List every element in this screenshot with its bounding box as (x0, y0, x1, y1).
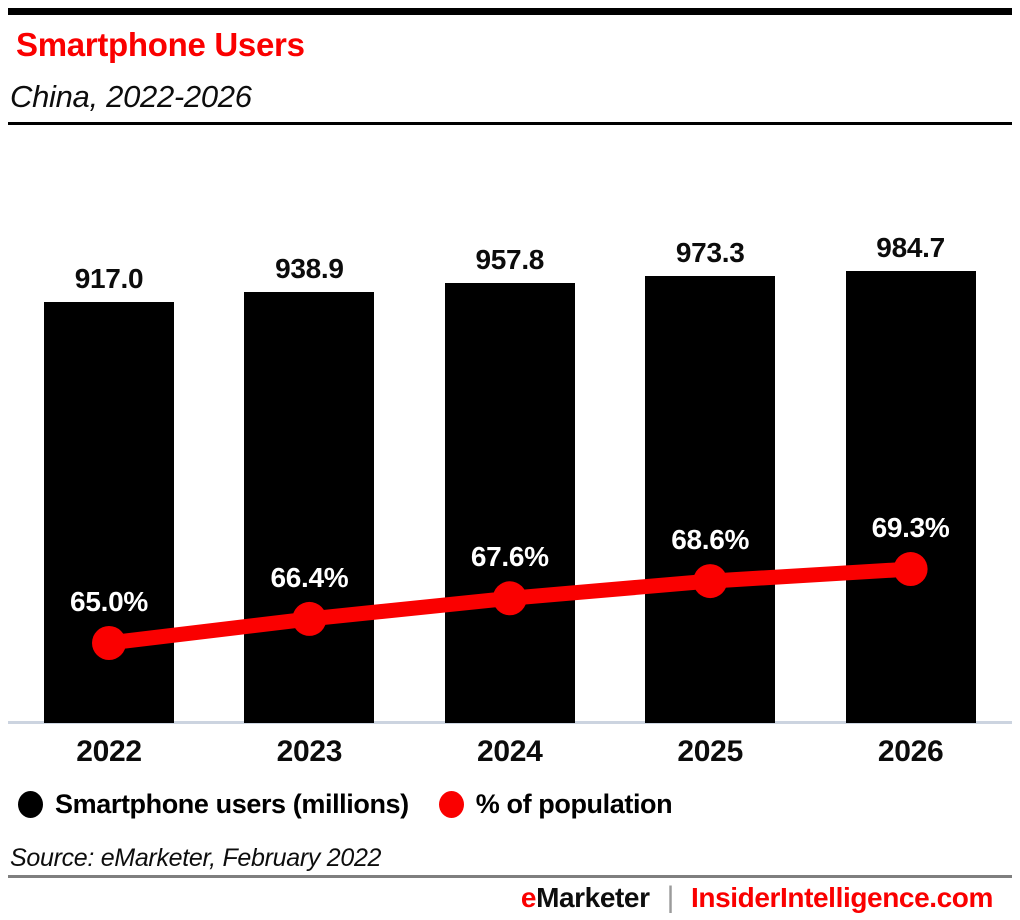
header-divider (8, 122, 1012, 125)
bar-2025 (645, 276, 776, 723)
bar-2024 (444, 283, 575, 723)
chart-subtitle: China, 2022-2026 (10, 79, 252, 114)
percent-label-2026: 69.3% (871, 512, 950, 544)
legend-item-smartphone-users: Smartphone users (millions) (18, 789, 409, 820)
bar-2026 (845, 271, 976, 723)
insider-intelligence-link[interactable]: InsiderIntelligence.com (691, 882, 993, 913)
percent-label-2025: 68.6% (671, 524, 750, 556)
bar-value-label-2023: 938.9 (275, 253, 344, 284)
bar-value-label-2026: 984.7 (876, 232, 945, 263)
x-axis-label-2026: 2026 (877, 735, 944, 768)
bar-2022 (44, 302, 174, 723)
percent-label-2023: 66.4% (270, 561, 349, 593)
x-axis-label-2023: 2023 (276, 735, 343, 768)
bar-value-label-2022: 917.0 (74, 263, 144, 294)
footer-separator: | (666, 881, 675, 914)
percent-label-2022: 65.0% (70, 586, 148, 617)
chart-title: Smartphone Users (16, 26, 305, 63)
emarketer-logo-rest: Marketer (536, 882, 650, 913)
x-axis-label-2022: 2022 (76, 735, 142, 768)
x-axis-label-2025: 2025 (677, 735, 743, 768)
footer-divider (8, 875, 1012, 878)
legend-swatch-bar-series (18, 791, 43, 818)
legend-label-pct-population: % of population (475, 789, 673, 819)
footer-brand-bar: eMarketer | InsiderIntelligence.com (521, 881, 994, 914)
emarketer-logo-e: e (520, 882, 537, 913)
emarketer-logo: eMarketer (521, 882, 650, 914)
bar-value-label-2024: 957.8 (475, 244, 545, 275)
bar-2023 (244, 292, 375, 723)
source-note: Source: eMarketer, February 2022 (10, 844, 382, 872)
legend-item-pct-population: % of population (438, 789, 673, 820)
legend: Smartphone users (millions) % of populat… (18, 789, 673, 820)
legend-label-smartphone-users: Smartphone users (millions) (55, 789, 409, 819)
legend-swatch-line-series (438, 791, 464, 818)
top-accent-bar (8, 8, 1012, 15)
percent-label-2024: 67.6% (470, 541, 549, 573)
bar-value-label-2025: 973.3 (675, 237, 745, 268)
x-axis-label-2024: 2024 (477, 735, 543, 768)
